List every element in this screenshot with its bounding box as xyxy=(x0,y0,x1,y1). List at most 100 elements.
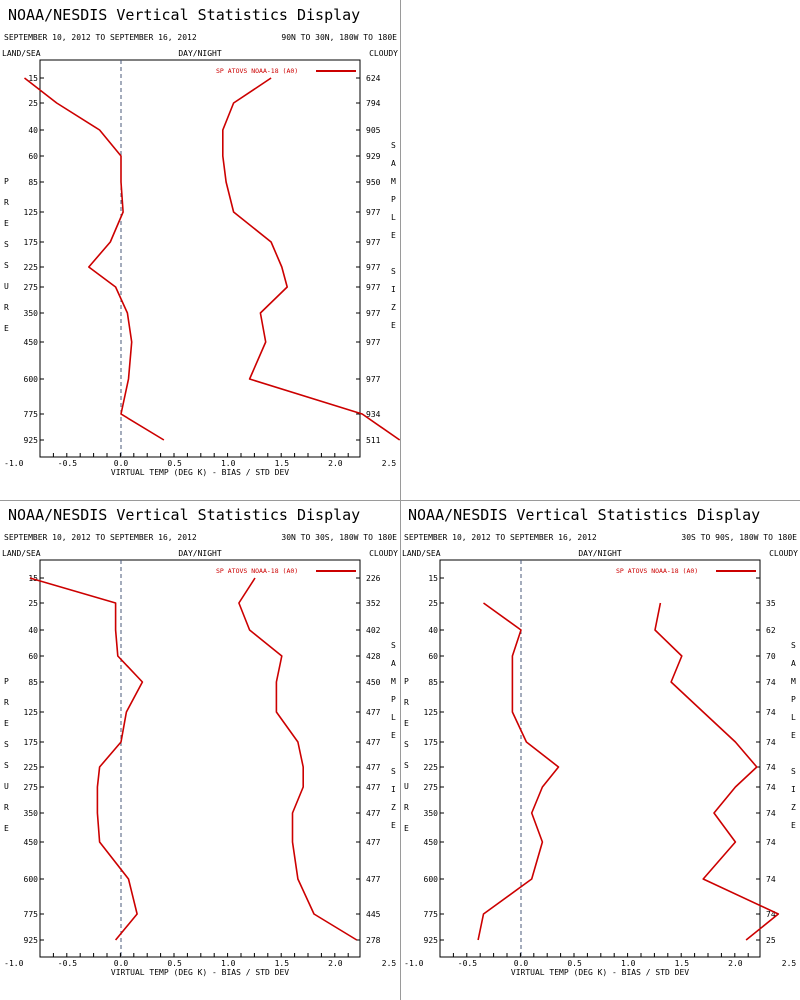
pressure-label: 25 xyxy=(28,99,38,108)
pressure-label: 775 xyxy=(424,910,439,919)
plot-frame xyxy=(39,559,361,958)
pressure-axis-letter: P xyxy=(404,677,409,686)
chart-svg: NOAA/NESDIS Vertical Statistics Display S… xyxy=(402,506,798,977)
date-range: SEPTEMBER 10, 2012 TO SEPTEMBER 16, 2012 xyxy=(404,533,597,542)
pressure-label: 40 xyxy=(428,626,438,635)
legend-label: SP ATOVS NOAA-18 (A0) xyxy=(616,567,698,575)
sample-axis-letter: L xyxy=(391,213,396,222)
pressure-axis-letter: R xyxy=(4,803,9,812)
pressure-axis-letter: R xyxy=(404,698,409,707)
pressure-label: 450 xyxy=(424,838,439,847)
pressure-label: 125 xyxy=(424,708,439,717)
pressure-axis-letter: R xyxy=(4,303,9,312)
sample-size-label: 74 xyxy=(766,708,776,717)
pressure-label: 85 xyxy=(28,178,38,187)
sample-size-label: 977 xyxy=(366,263,381,272)
pressure-label: 40 xyxy=(28,126,38,135)
pressure-label: 175 xyxy=(24,238,39,247)
series-line-bias xyxy=(24,77,165,441)
x-tick-label: 0.0 xyxy=(514,959,529,968)
x-tick-label: -0.5 xyxy=(458,959,477,968)
sample-size-label: 74 xyxy=(766,763,776,772)
pressure-label: 175 xyxy=(24,738,39,747)
sample-size-label: 977 xyxy=(366,283,381,292)
pressure-axis-letter: E xyxy=(4,824,9,833)
pressure-label: 85 xyxy=(428,678,438,687)
pressure-label: 775 xyxy=(24,910,39,919)
sample-axis-letter: P xyxy=(791,695,796,704)
x-tick-label: 0.5 xyxy=(167,459,182,468)
sample-axis-letter: Z xyxy=(391,303,396,312)
sample-size-label: 934 xyxy=(366,410,381,419)
pressure-label: 925 xyxy=(24,936,39,945)
sample-size-label: 74 xyxy=(766,875,776,884)
sample-size-label: 794 xyxy=(366,99,381,108)
sample-size-label: 62 xyxy=(766,626,776,635)
sample-axis-letter: S xyxy=(391,267,396,276)
sample-size-label: 950 xyxy=(366,178,381,187)
header-cloudy: CLOUDY xyxy=(369,549,398,558)
pressure-label: 275 xyxy=(24,283,39,292)
sample-axis-letter: M xyxy=(391,177,396,186)
header-day-night: DAY/NIGHT xyxy=(178,49,222,58)
sample-axis-letter: A xyxy=(391,659,396,668)
header-day-night: DAY/NIGHT xyxy=(578,549,622,558)
pressure-label: 275 xyxy=(424,783,439,792)
sample-size-label: 477 xyxy=(366,708,381,717)
sample-size-label: 352 xyxy=(366,599,381,608)
sample-size-label: 977 xyxy=(366,238,381,247)
pressure-axis-letter: S xyxy=(4,740,9,749)
chart-title: NOAA/NESDIS Vertical Statistics Display xyxy=(8,6,360,24)
pressure-label: 15 xyxy=(28,74,38,83)
pressure-axis-letter: R xyxy=(4,198,9,207)
region-label: 30N TO 30S, 180W TO 180E xyxy=(281,533,397,542)
sample-size-label: 226 xyxy=(366,574,381,583)
x-tick-label: 2.5 xyxy=(782,959,797,968)
legend-label: SP ATOVS NOAA-18 (A0) xyxy=(216,567,298,575)
sample-size-label: 278 xyxy=(366,936,381,945)
sample-size-label: 428 xyxy=(366,652,381,661)
pressure-label: 275 xyxy=(24,783,39,792)
sample-size-label: 445 xyxy=(366,910,381,919)
pressure-axis-letter: E xyxy=(404,824,409,833)
pressure-axis-letter: E xyxy=(4,324,9,333)
sample-axis-letter: E xyxy=(791,821,796,830)
region-label: 90N TO 30N, 180W TO 180E xyxy=(281,33,397,42)
sample-axis-letter: S xyxy=(391,141,396,150)
chart-title: NOAA/NESDIS Vertical Statistics Display xyxy=(408,506,760,524)
header-land-sea: LAND/SEA xyxy=(402,549,441,558)
x-tick-label: 2.0 xyxy=(328,459,343,468)
sample-size-label: 35 xyxy=(766,599,776,608)
sample-axis-letter: E xyxy=(391,731,396,740)
pressure-axis-letter: P xyxy=(4,677,9,686)
pressure-label: 60 xyxy=(428,652,438,661)
sample-axis-letter: S xyxy=(391,641,396,650)
sample-axis-letter: I xyxy=(391,785,396,794)
sample-size-label: 477 xyxy=(366,838,381,847)
x-axis-title: VIRTUAL TEMP (DEG K) - BIAS / STD DEV xyxy=(511,968,689,977)
pressure-label: 225 xyxy=(424,763,439,772)
sample-size-label: 74 xyxy=(766,838,776,847)
pressure-label: 25 xyxy=(28,599,38,608)
pressure-label: 450 xyxy=(24,338,39,347)
pressure-axis-letter: E xyxy=(4,719,9,728)
sample-axis-letter: I xyxy=(791,785,796,794)
sample-size-label: 477 xyxy=(366,763,381,772)
pressure-label: 350 xyxy=(424,809,439,818)
sample-size-label: 25 xyxy=(766,936,776,945)
x-tick-label: 1.5 xyxy=(275,959,290,968)
pressure-axis-letter: R xyxy=(404,803,409,812)
sample-size-label: 477 xyxy=(366,738,381,747)
x-tick-label: -1.0 xyxy=(4,959,23,968)
sample-size-label: 477 xyxy=(366,875,381,884)
sample-size-label: 905 xyxy=(366,126,381,135)
sample-axis-letter: E xyxy=(391,231,396,240)
sample-size-label: 74 xyxy=(766,809,776,818)
sample-size-label: 477 xyxy=(366,809,381,818)
pressure-label: 125 xyxy=(24,708,39,717)
pressure-label: 350 xyxy=(24,309,39,318)
pressure-label: 350 xyxy=(24,809,39,818)
sample-size-label: 477 xyxy=(366,783,381,792)
chart-svg: NOAA/NESDIS Vertical Statistics Display S… xyxy=(2,6,400,477)
sample-axis-letter: P xyxy=(391,195,396,204)
